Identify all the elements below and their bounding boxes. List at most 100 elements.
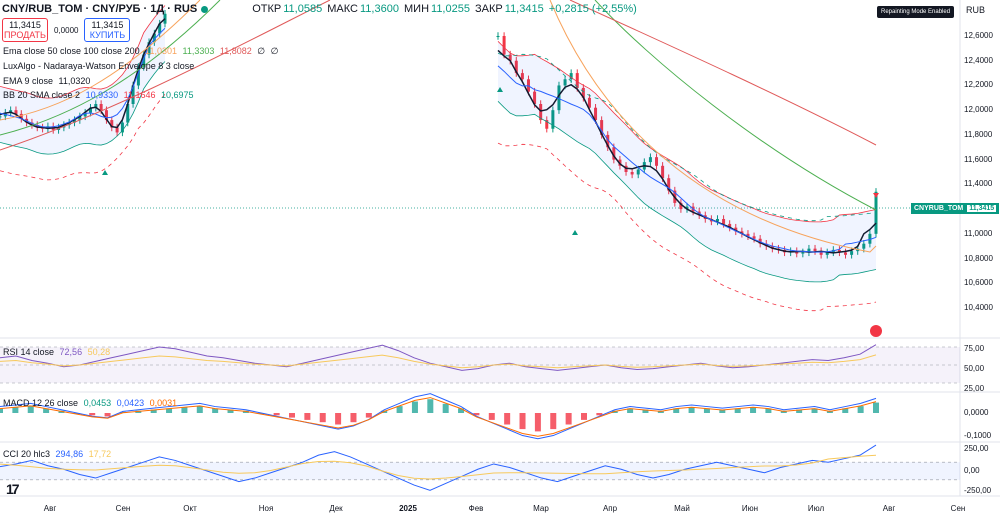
macd-histogram-bar — [473, 413, 480, 416]
candle-body — [147, 42, 151, 55]
macd-histogram-bar — [196, 406, 203, 413]
luxalgo-legend[interactable]: LuxAlgo - Nadaraya-Watson Envelope 8 3 c… — [3, 61, 194, 71]
candle-body — [606, 134, 610, 148]
time-tick: Авг — [882, 504, 896, 513]
candle-body — [581, 87, 585, 98]
buy-price: 11,3415 — [91, 20, 124, 30]
candle-body — [740, 231, 744, 234]
macd-histogram-bar — [227, 409, 234, 413]
candle-body — [115, 127, 119, 133]
ema50-line-2025 — [549, 0, 877, 253]
cci-line — [0, 444, 877, 491]
candle-body — [728, 223, 732, 228]
ema9-value: 11,0320 — [58, 76, 91, 86]
cci-legend[interactable]: CCI 20 hlc3 294,86 17,72 — [3, 449, 111, 459]
last-price-tag: CNYRUB_TOM 11,3415 — [911, 203, 1000, 214]
macd-histogram-bar — [335, 413, 342, 425]
close-value: 11,3415 — [504, 3, 544, 15]
ema9-legend[interactable]: EMA 9 close 11,0320 — [3, 76, 90, 86]
macd-histogram-bar — [596, 413, 603, 416]
ema100-line-2025 — [594, 0, 877, 211]
candle-body — [136, 66, 140, 86]
macd-histogram-bar — [89, 413, 96, 416]
cci-value: 294,86 — [55, 449, 84, 459]
macd-hist-value: 0,0453 — [83, 398, 112, 408]
candle-body — [94, 104, 98, 108]
indicator-tick: 0,00 — [964, 466, 980, 475]
candle-body — [496, 36, 500, 37]
spread-value: 0,0000 — [54, 25, 79, 35]
bb-band-2024 — [0, 5, 165, 155]
buy-signal-marker — [572, 230, 578, 235]
rsi-legend[interactable]: RSI 14 close 72,56 50,28 — [3, 347, 110, 357]
candle-body — [661, 165, 665, 179]
macd-histogram-bar — [350, 413, 357, 423]
cci-legend-label: CCI 20 hlc3 — [3, 449, 51, 459]
candle-body — [152, 33, 156, 43]
low-label: МИН — [404, 3, 430, 15]
candle-body — [679, 202, 683, 210]
candle-body — [801, 252, 805, 254]
macd-histogram-bar — [365, 413, 372, 418]
bb-legend[interactable]: BB 20 SMA close 2 10,9330 11,1646 10,697… — [3, 90, 194, 100]
macd-histogram-bar — [150, 409, 157, 413]
candle-body — [551, 110, 555, 129]
ema200-value: 11,8082 — [219, 46, 252, 56]
macd-histogram-bar — [396, 406, 403, 413]
time-tick: Июн — [741, 504, 759, 513]
candle-body — [502, 36, 506, 55]
candle-body — [667, 178, 671, 191]
candle-body — [88, 107, 92, 113]
macd-histogram-bar — [488, 413, 495, 420]
candle-body — [533, 91, 537, 104]
macd-legend-label: MACD 12 26 close — [3, 398, 79, 408]
candle-body — [83, 112, 87, 117]
macd-histogram-bar — [688, 407, 695, 413]
time-tick: Авг — [43, 504, 57, 513]
candle-body — [612, 147, 616, 160]
alert-icon — [870, 325, 882, 337]
macd-signal-value: 0,0031 — [149, 398, 178, 408]
time-tick: Дек — [329, 504, 343, 513]
symbol-title[interactable]: CNY/RUB_TOM · CNY/РУБ · 1Д · RUS — [2, 3, 198, 15]
time-tick: 2025 — [399, 504, 417, 513]
macd-histogram-bar — [750, 407, 757, 413]
candle-body — [752, 236, 756, 239]
candle-body — [563, 79, 567, 86]
macd-legend[interactable]: MACD 12 26 close 0,0453 0,0423 0,0031 — [3, 398, 177, 408]
candle-body — [514, 60, 518, 74]
macd-histogram-bar — [873, 402, 879, 413]
bb-band-2024-upper — [0, 5, 166, 99]
buy-signal-marker — [497, 87, 503, 92]
candle-body — [587, 97, 591, 108]
ema-legend[interactable]: Ema close 50 close 100 close 200 11,0301… — [3, 46, 278, 57]
bb-basis-line-2025 — [497, 65, 877, 253]
sell-button[interactable]: 11,3415 ПРОДАТЬ — [2, 18, 48, 42]
candle-body — [636, 169, 640, 175]
candle-body — [746, 233, 750, 237]
indicator-tick: 50,00 — [964, 364, 985, 373]
time-tick: Окт — [183, 504, 197, 513]
sell-price: 11,3415 — [9, 20, 41, 30]
indicator-tick: 25,00 — [964, 384, 985, 393]
tradingview-logo[interactable]: 17 — [6, 481, 20, 497]
close-label: ЗАКР — [475, 3, 503, 15]
ema200-line-2024 — [0, 0, 331, 151]
currency-label[interactable]: RUB — [966, 5, 986, 15]
high-label: МАКС — [327, 3, 358, 15]
rsi-signal-value: 50,28 — [87, 347, 111, 357]
candle-body — [19, 113, 23, 119]
change-value: +0,2815 (+2,55%) — [548, 3, 637, 15]
macd-line — [0, 393, 877, 440]
candle-body — [722, 218, 726, 224]
buy-button[interactable]: 11,3415 КУПИТЬ — [84, 18, 131, 42]
macd-histogram-bar — [0, 408, 3, 413]
price-tick: 12,0000 — [964, 105, 993, 115]
price-tag-value: 11,3415 — [967, 205, 997, 212]
ema-legend-label: Ema close 50 close 100 close 200 — [3, 46, 140, 56]
indicator-tick: 0,0000 — [964, 408, 989, 417]
macd-histogram-bar — [12, 407, 19, 413]
macd-histogram-bar — [289, 413, 295, 418]
green-dot-icon — [201, 5, 209, 13]
